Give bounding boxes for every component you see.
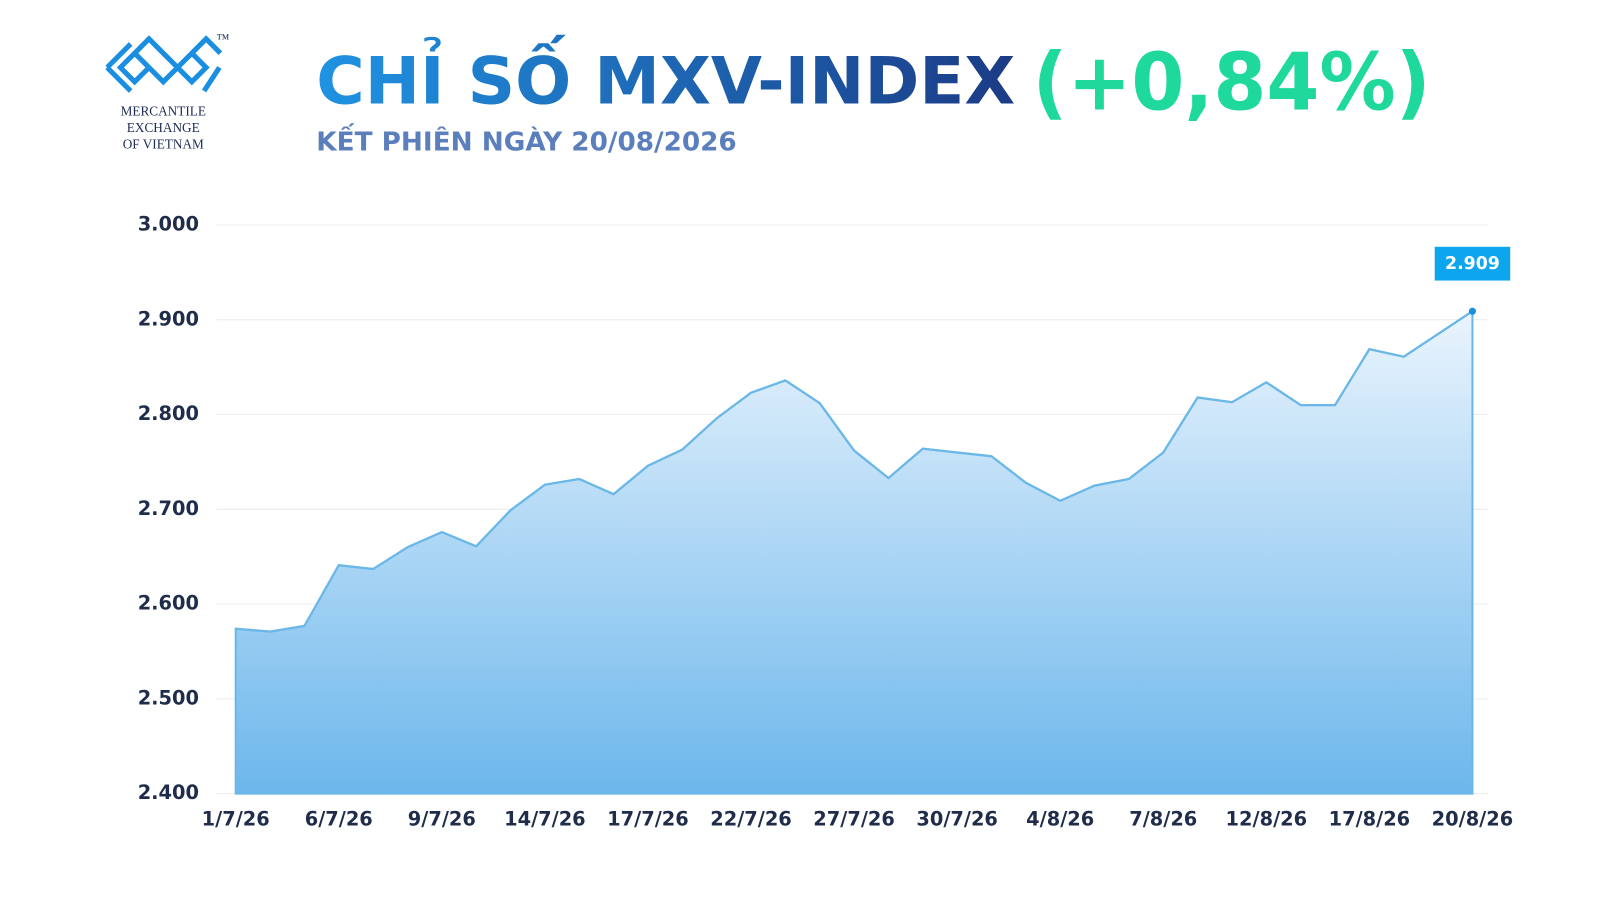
subtitle: KẾT PHIÊN NGÀY 20/08/2026 <box>316 123 736 157</box>
x-tick-label: 6/7/26 <box>305 808 373 831</box>
y-tick-label: 2.800 <box>138 402 199 425</box>
logo: ™ MERCANTILE EXCHANGE OF VIETNAM <box>105 31 229 151</box>
y-tick-label: 3.000 <box>138 212 199 235</box>
area <box>234 309 1474 795</box>
x-tick-label: 7/8/26 <box>1129 808 1197 831</box>
logo-icon <box>105 35 223 93</box>
x-tick-label: 4/8/26 <box>1026 808 1094 831</box>
y-tick-label: 2.900 <box>138 307 199 330</box>
x-tick-label: 17/7/26 <box>607 808 689 831</box>
logo-text: OF VIETNAM <box>123 136 204 151</box>
logo-tm: ™ <box>216 31 229 46</box>
x-tick-label: 17/8/26 <box>1329 808 1411 831</box>
logo-text: EXCHANGE <box>127 120 200 135</box>
x-tick-label: 30/7/26 <box>916 808 998 831</box>
line <box>235 310 1474 633</box>
title-change: (+0,84%) <box>1033 35 1431 128</box>
x-tick-label: 1/7/26 <box>202 808 270 831</box>
y-tick-label: 2.600 <box>138 592 199 615</box>
x-tick-label: 9/7/26 <box>408 808 476 831</box>
x-tick-label: 20/8/26 <box>1432 808 1514 831</box>
chart-title: CHỈ SỐ MXV-INDEX <box>316 33 1015 119</box>
x-tick-label: 14/7/26 <box>504 808 586 831</box>
data-label: 2.909 <box>1445 254 1500 274</box>
point <box>1468 307 1477 315</box>
x-tick-label: 22/7/26 <box>710 808 792 831</box>
x-tick-label: 27/7/26 <box>813 808 895 831</box>
x-tick-label: 12/8/26 <box>1226 808 1308 831</box>
y-tick-label: 2.700 <box>138 497 199 520</box>
y-tick-label: 2.500 <box>138 686 199 709</box>
logo-text: MERCANTILE <box>121 104 206 119</box>
y-tick-label: 2.400 <box>138 781 199 804</box>
label-box <box>1434 246 1511 281</box>
